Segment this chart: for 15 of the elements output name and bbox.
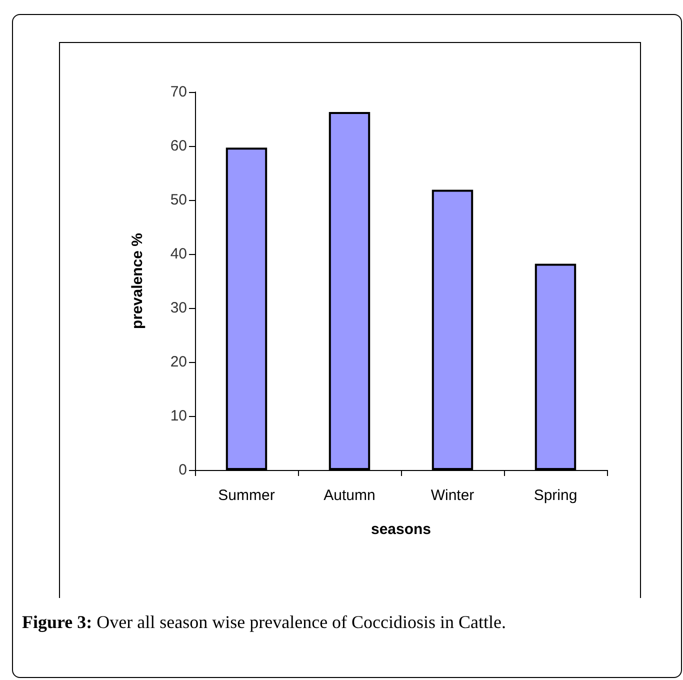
y-axis-title: prevalence % xyxy=(129,233,146,329)
x-axis-title: seasons xyxy=(370,521,432,538)
y-tick-label: 40 xyxy=(170,246,187,262)
x-tick-label: Winter xyxy=(430,487,474,504)
y-tick-label: 70 xyxy=(170,84,187,100)
y-tick-label: 30 xyxy=(170,300,187,316)
y-tick-label: 10 xyxy=(170,408,187,424)
x-tick-label: Autumn xyxy=(324,487,376,504)
y-tick-label: 0 xyxy=(178,462,187,478)
caption: Figure 3: Over all season wise prevalence of Coccidiosis in Cattle. xyxy=(22,612,508,633)
y-tick-label: 20 xyxy=(170,354,187,370)
y-tick-label: 60 xyxy=(170,138,187,154)
y-tick-label: 50 xyxy=(170,192,187,208)
x-tick-label: Summer xyxy=(218,487,275,504)
x-tick-label: Spring xyxy=(534,487,578,504)
